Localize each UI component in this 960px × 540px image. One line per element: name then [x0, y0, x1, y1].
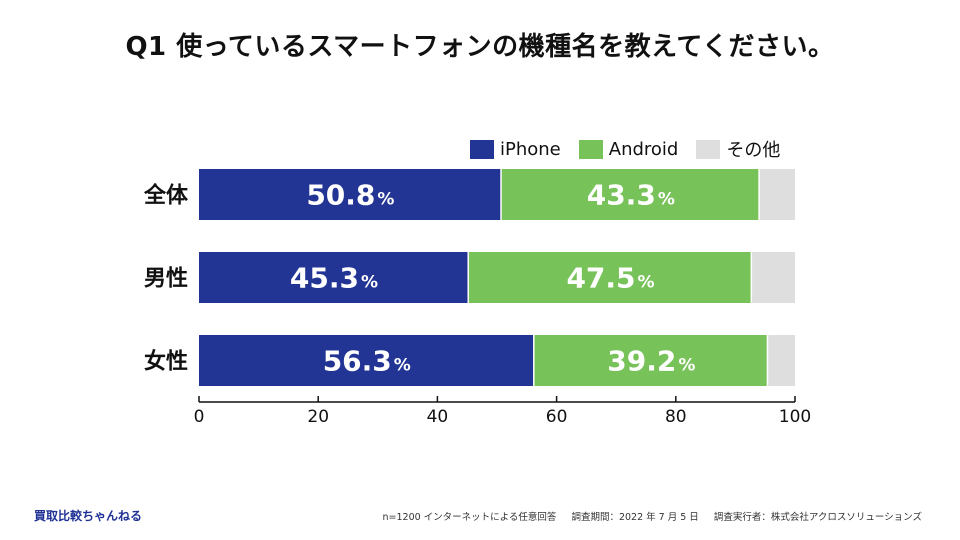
bar-Android-2 [534, 335, 767, 386]
bar-iPhone-2 [199, 335, 534, 386]
legend-swatch-android [578, 139, 603, 159]
bar-その他-2 [768, 335, 795, 386]
x-tick-label-5: 100 [779, 407, 811, 427]
footnote-org: 調査実行者：株式会社アクロスソリューションズ [713, 512, 922, 523]
x-tick-label-2: 40 [427, 407, 449, 427]
bar-Android-1 [468, 252, 751, 303]
legend-label-android: Android [608, 138, 679, 160]
legend-swatch-other [696, 139, 721, 159]
data-label-iPhone-0: 50.8% [306, 179, 394, 212]
data-label-iPhone-1: 45.3% [290, 262, 378, 295]
data-label-Android-1: 47.5% [566, 262, 654, 295]
survey-footnote: n=1200 インターネットによる任意回答 調査期間：2022 年 7 月 5 … [371, 509, 923, 523]
legend-label-other: その他 [726, 140, 781, 161]
legend-item-other: その他 [696, 136, 780, 162]
legend-item-iphone: iPhone [470, 139, 561, 160]
category-label-2: 女性 [144, 349, 188, 375]
x-tick-label-4: 80 [665, 407, 687, 427]
bar-Android-0 [501, 169, 759, 220]
legend: iPhone Android その他 [470, 136, 798, 162]
category-label-0: 全体 [143, 183, 189, 209]
bar-その他-0 [759, 169, 795, 220]
data-label-Android-0: 43.3% [587, 179, 675, 212]
footnote-period: 調査期間：2022 年 7 月 5 日 [571, 512, 699, 523]
brand-logo-text: 買取比較ちゃんねる [34, 509, 143, 523]
legend-label-iphone: iPhone [500, 138, 561, 160]
x-tick-label-3: 60 [546, 407, 568, 427]
bar-iPhone-1 [199, 252, 468, 303]
data-label-Android-2: 39.2% [607, 345, 695, 378]
x-tick-label-0: 0 [194, 407, 205, 427]
bar-その他-1 [752, 252, 795, 303]
chart-title: Q1 使っているスマートフォンの機種名を教えてください。 [125, 32, 835, 62]
x-tick-label-1: 20 [307, 407, 329, 427]
legend-swatch-iphone [470, 139, 494, 159]
bar-iPhone-0 [199, 169, 501, 220]
footnote-sample: n=1200 インターネットによる任意回答 [382, 512, 557, 523]
category-label-1: 男性 [144, 267, 188, 292]
legend-item-android: Android [578, 138, 679, 160]
data-label-iPhone-2: 56.3% [323, 345, 411, 378]
